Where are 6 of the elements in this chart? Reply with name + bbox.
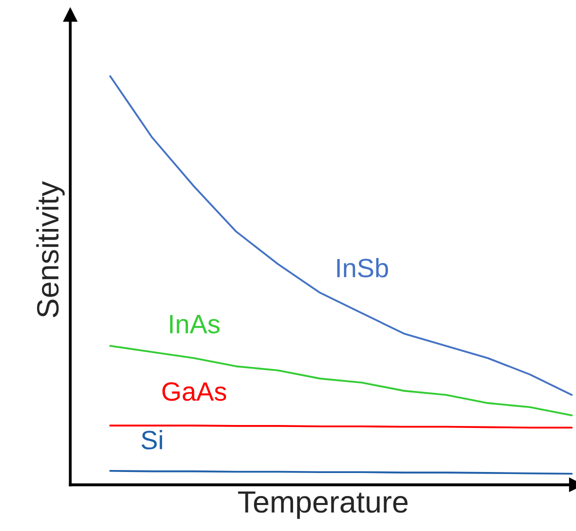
series-label: Si <box>142 430 162 450</box>
series-label: GaAs <box>162 382 226 401</box>
x-axis-title: Temperature <box>238 491 408 519</box>
series-label: InSb <box>337 258 388 278</box>
series-label: InAs <box>170 315 220 334</box>
y-axis-title: Sensitivity <box>36 181 65 318</box>
